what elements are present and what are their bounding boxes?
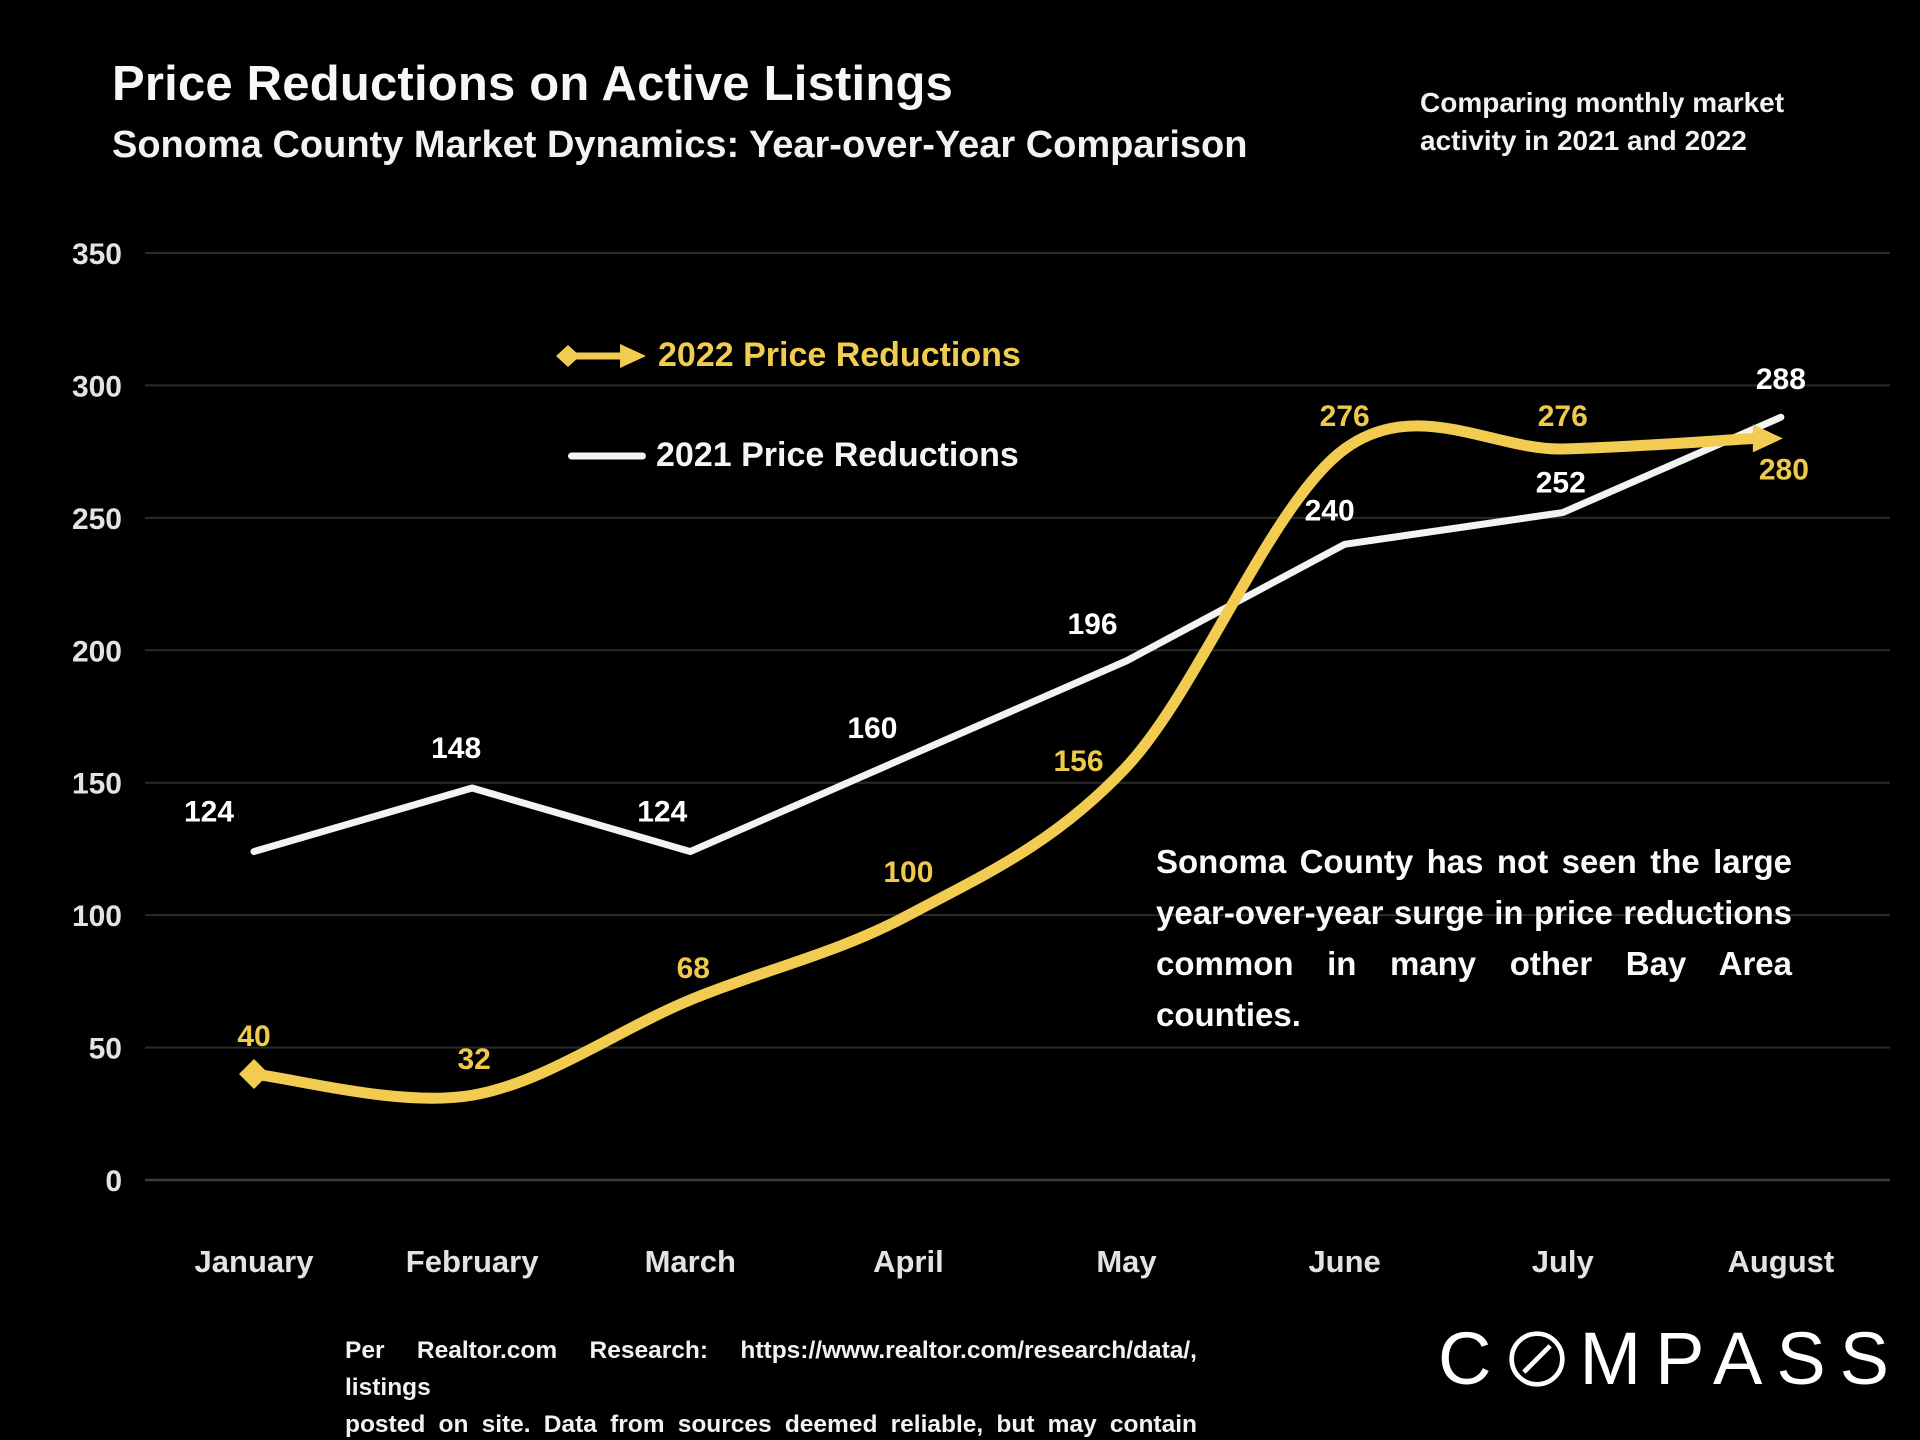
data-label-2022-February: 32 xyxy=(457,1043,490,1076)
source-disclaimer: Per Realtor.com Research: https://www.re… xyxy=(345,1332,1197,1440)
legend-item-2022: 2022 Price Reductions xyxy=(556,336,1021,375)
data-label-2022-July: 276 xyxy=(1538,400,1588,433)
series-line-2021 xyxy=(250,413,1785,856)
data-label-2021-March: 124 xyxy=(637,796,687,829)
series-end-arrow xyxy=(1752,424,1783,453)
x-tick-label-January: January xyxy=(195,1244,315,1279)
data-label-2022-August: 280 xyxy=(1759,453,1809,486)
data-label-2021-August: 288 xyxy=(1756,363,1806,396)
y-tick-label-0: 0 xyxy=(105,1165,122,1198)
data-label-2022-June: 276 xyxy=(1320,400,1370,433)
legend-label-2021: 2021 Price Reductions xyxy=(656,436,1019,474)
annotation-line: year-over-year surge in price reductions xyxy=(1156,894,1792,931)
logo-letters-mpass: MPASS xyxy=(1579,1317,1904,1400)
annotation-callout: Sonoma County has not seen the large yea… xyxy=(1156,836,1792,1040)
annotation-line: common in many other Bay Area counties. xyxy=(1156,945,1792,1033)
x-tick-label-April: April xyxy=(873,1244,944,1279)
annotation-line: Sonoma County has not seen the large xyxy=(1156,843,1792,880)
line-marker-icon xyxy=(568,452,646,459)
x-tick-label-July: July xyxy=(1532,1244,1595,1279)
data-label-2021-February: 148 xyxy=(431,732,481,765)
data-label-2022-March: 68 xyxy=(677,952,710,985)
data-label-2021-May: 196 xyxy=(1067,608,1117,641)
data-label-2021-July: 252 xyxy=(1536,467,1586,500)
data-label-2021-January: 124 xyxy=(184,796,234,829)
data-label-2022-April: 100 xyxy=(883,856,933,889)
data-label-2021-April: 160 xyxy=(847,712,897,745)
y-tick-label-250: 250 xyxy=(72,503,122,536)
compass-needle-o-icon xyxy=(1509,1331,1566,1387)
logo-letter-c: C xyxy=(1438,1317,1506,1400)
y-tick-label-200: 200 xyxy=(72,635,122,668)
header-note: Comparing monthly market activity in 202… xyxy=(1420,84,1800,160)
x-tick-label-June: June xyxy=(1308,1244,1380,1279)
data-label-2022-January: 40 xyxy=(237,1020,270,1053)
page-title: Price Reductions on Active Listings xyxy=(112,57,954,111)
x-tick-label-February: February xyxy=(406,1244,539,1279)
y-tick-label-350: 350 xyxy=(72,238,122,271)
legend-label-2022: 2022 Price Reductions xyxy=(658,336,1021,374)
series-line-2022 xyxy=(248,420,1761,1104)
header-note-line2: activity in 2021 and 2022 xyxy=(1420,125,1747,156)
y-tick-label-300: 300 xyxy=(72,370,122,403)
page-subtitle: Sonoma County Market Dynamics: Year-over… xyxy=(112,124,1248,166)
x-tick-label-March: March xyxy=(645,1244,736,1279)
y-tick-label-100: 100 xyxy=(72,900,122,933)
x-tick-label-August: August xyxy=(1727,1244,1834,1279)
data-label-2022-May: 156 xyxy=(1053,745,1103,778)
legend-item-2021: 2021 Price Reductions xyxy=(568,436,1019,475)
compass-logo: C MPASS xyxy=(1438,1322,1903,1396)
diamond-arrow-icon xyxy=(556,343,646,368)
x-tick-label-May: May xyxy=(1096,1244,1157,1279)
footer-line: posted on site. Data from sources deemed… xyxy=(345,1411,1197,1438)
data-label-2021-June: 240 xyxy=(1305,494,1355,527)
y-tick-label-50: 50 xyxy=(89,1033,122,1066)
footer-line: Per Realtor.com Research: https://www.re… xyxy=(345,1337,1197,1401)
y-tick-label-150: 150 xyxy=(72,768,122,801)
header-note-line1: Comparing monthly market xyxy=(1420,87,1785,118)
series-start-diamond xyxy=(239,1059,269,1090)
